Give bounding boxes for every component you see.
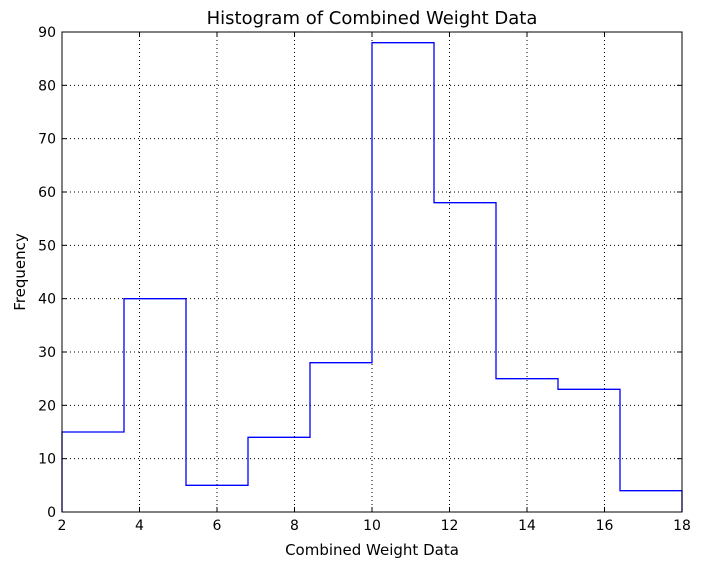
chart-title: Histogram of Combined Weight Data bbox=[207, 8, 538, 29]
x-tick-label: 18 bbox=[673, 518, 691, 534]
y-tick-label: 20 bbox=[38, 398, 56, 414]
y-tick-label: 80 bbox=[38, 78, 56, 94]
x-tick-label: 8 bbox=[290, 518, 299, 534]
grid-lines bbox=[62, 32, 682, 512]
y-tick-label: 70 bbox=[38, 132, 56, 148]
x-axis-label: Combined Weight Data bbox=[285, 541, 459, 559]
y-axis-ticks: 0 10 20 30 40 50 60 70 80 90 bbox=[38, 25, 682, 521]
histogram-step-line bbox=[61, 42, 683, 512]
y-axis-label: Frequency bbox=[11, 233, 29, 311]
x-tick-label: 4 bbox=[135, 518, 144, 534]
x-tick-label: 10 bbox=[363, 518, 381, 534]
x-tick-label: 12 bbox=[441, 518, 459, 534]
y-tick-label: 10 bbox=[38, 452, 56, 468]
x-tick-label: 16 bbox=[596, 518, 614, 534]
y-tick-label: 30 bbox=[38, 345, 56, 361]
y-tick-label: 90 bbox=[38, 25, 56, 41]
y-tick-label: 60 bbox=[38, 185, 56, 201]
x-tick-label: 6 bbox=[213, 518, 222, 534]
y-tick-label: 40 bbox=[38, 292, 56, 308]
x-axis-ticks: 2 4 6 8 10 12 14 16 18 bbox=[58, 32, 691, 534]
x-tick-label: 14 bbox=[518, 518, 536, 534]
x-tick-label: 2 bbox=[58, 518, 67, 534]
y-tick-label: 0 bbox=[47, 505, 56, 521]
y-tick-label: 50 bbox=[38, 238, 56, 254]
